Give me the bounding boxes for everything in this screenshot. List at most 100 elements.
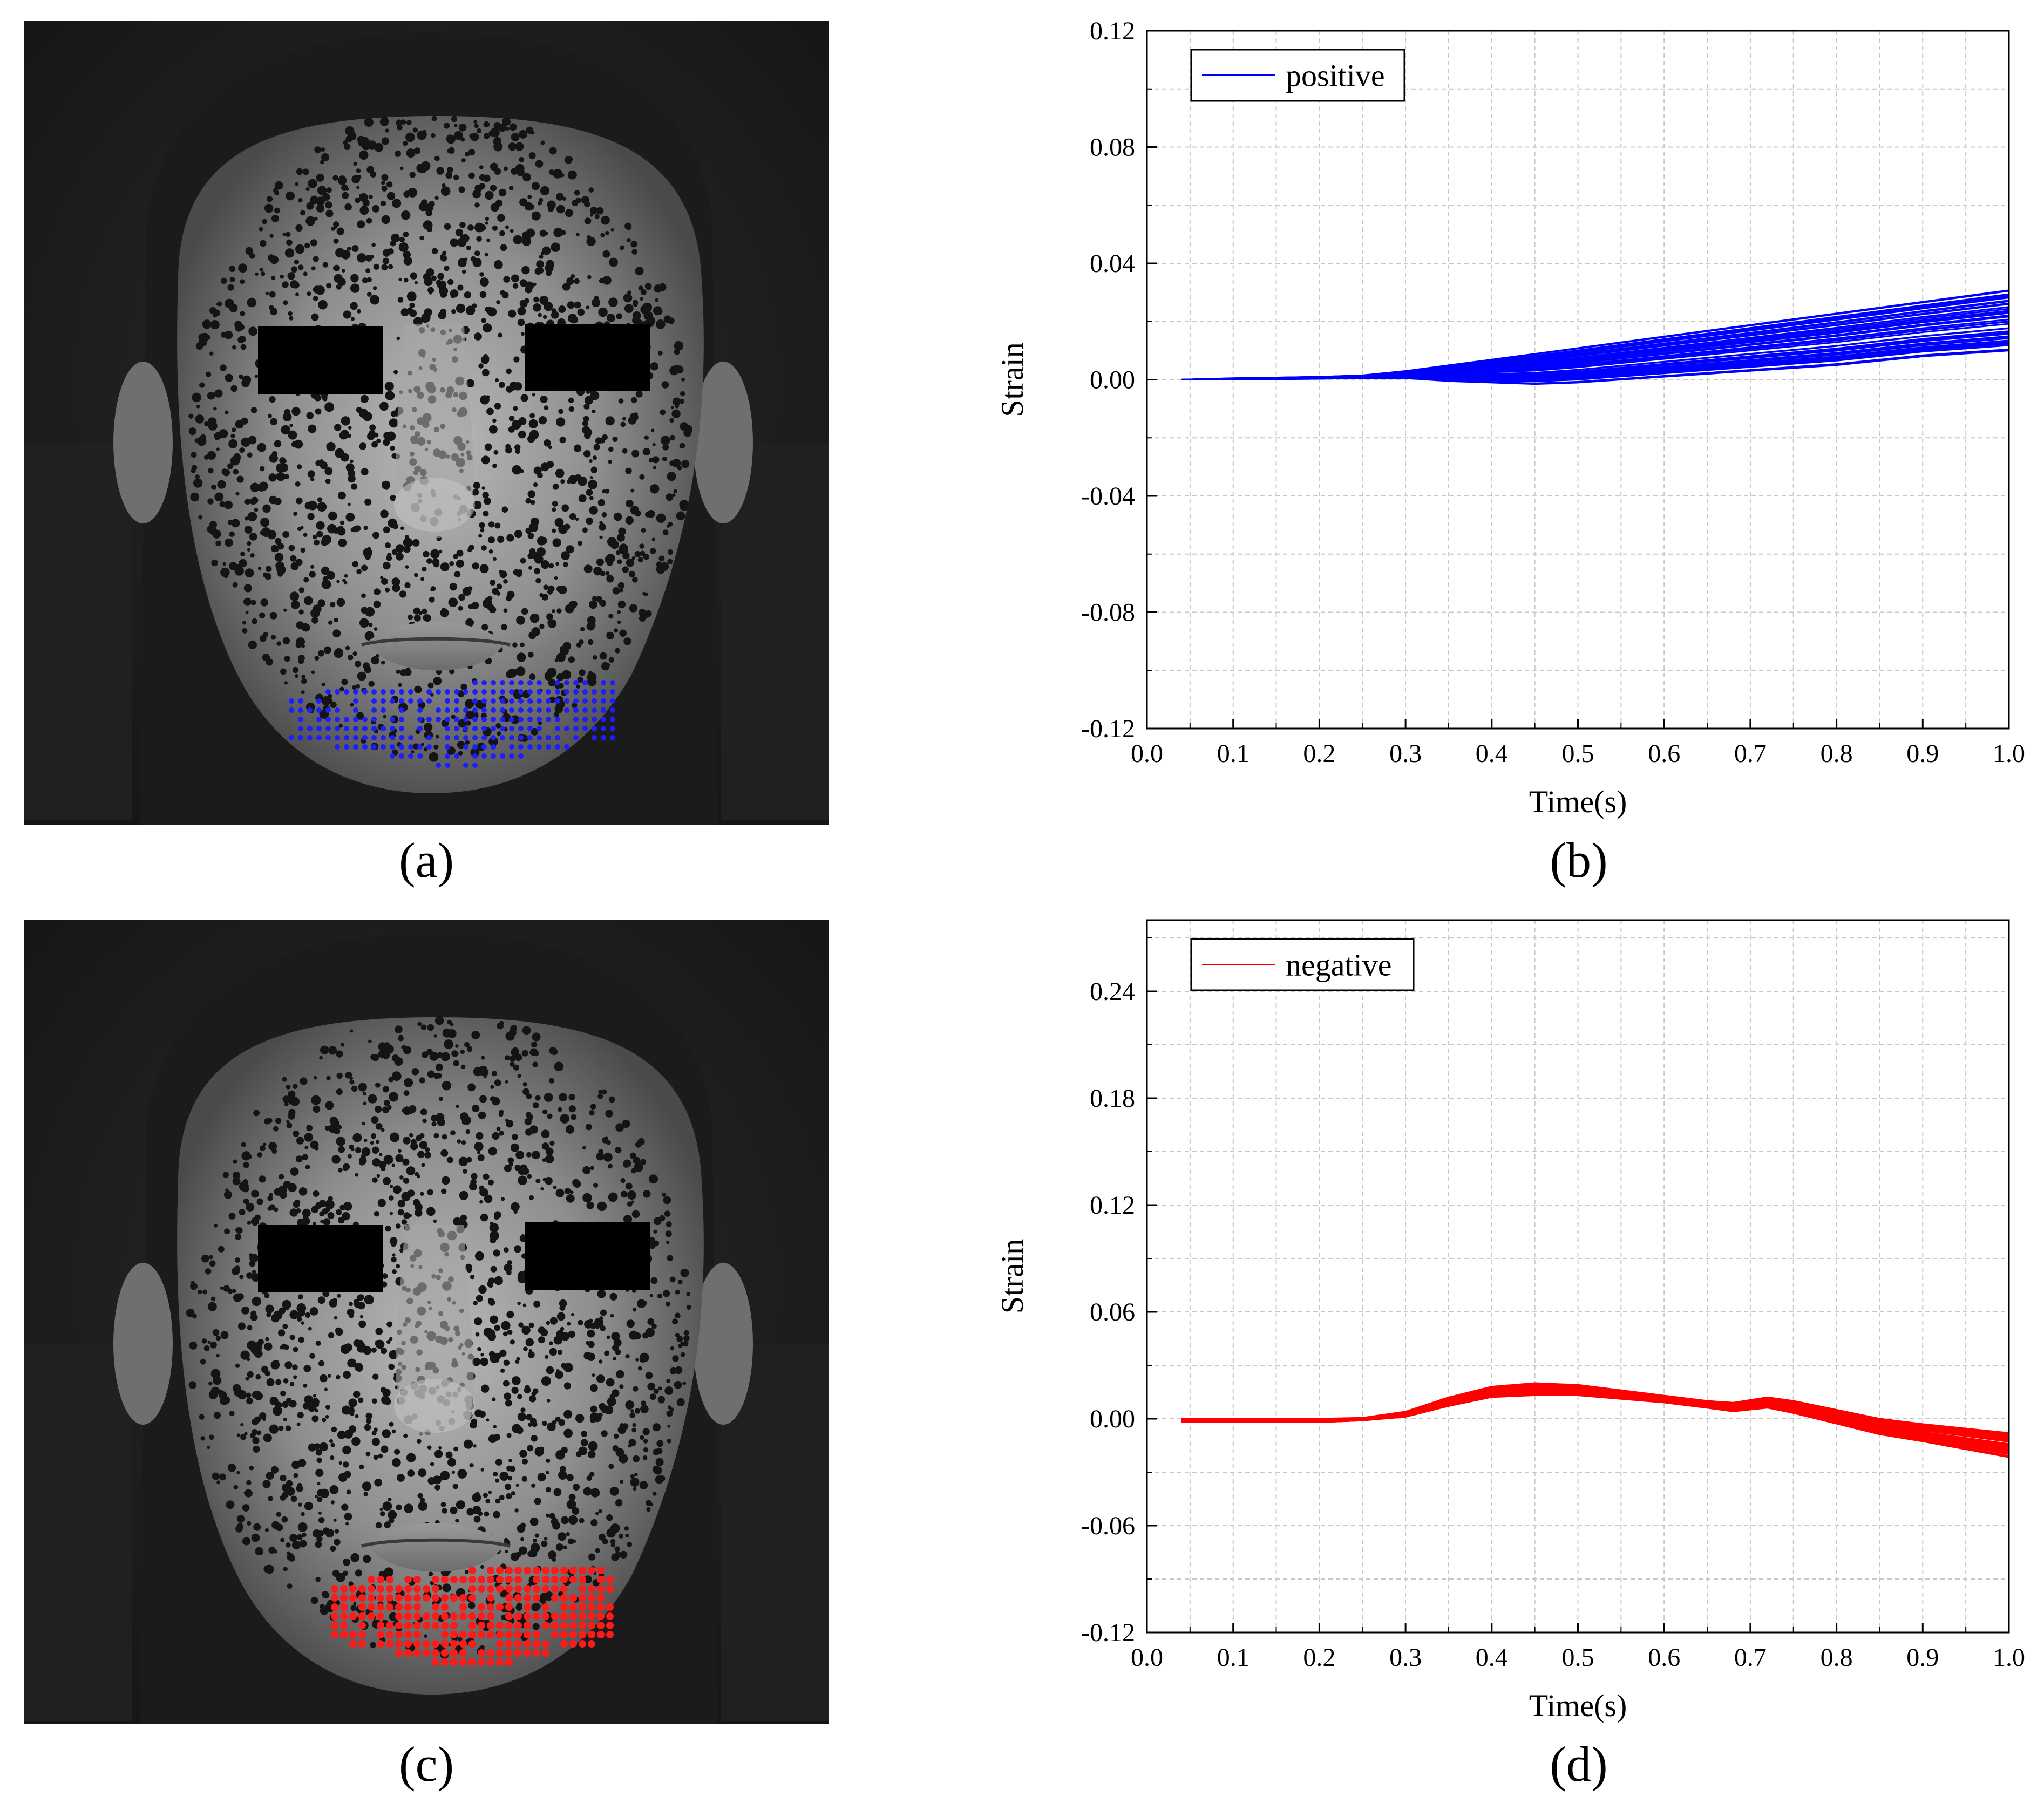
speckle-dot [338,539,347,547]
speckle-dot [368,622,373,627]
speckle-dot [190,492,200,502]
marker-point [597,1612,605,1620]
speckle-dot [633,1455,640,1462]
speckle-dot [359,443,366,450]
speckle-dot [280,1390,286,1397]
speckle-dot [257,443,267,452]
speckle-dot [368,1039,372,1043]
speckle-dot [586,305,590,310]
speckle-dot [553,1185,557,1189]
marker-point [353,717,358,722]
speckle-dot [566,545,574,554]
marker-point [445,735,450,740]
speckle-dot [488,1434,497,1444]
speckle-dot [282,637,290,645]
speckle-dot [296,1534,303,1540]
speckle-dot [587,639,594,645]
speckle-dot [609,316,615,322]
marker-point [500,717,505,722]
speckle-dot [357,220,365,229]
speckle-dot [633,1386,639,1392]
marker-point [496,1622,504,1629]
speckle-dot [473,501,482,509]
speckle-dot [307,291,311,296]
marker-point [432,1622,439,1629]
speckle-dot [597,1093,603,1099]
speckle-dot [297,527,302,532]
speckle-dot [663,1196,671,1205]
speckle-dot [305,216,315,226]
speckle-dot [330,1442,335,1447]
speckle-dot [450,238,459,247]
marker-point [588,1612,595,1620]
speckle-dot [370,1141,374,1145]
speckle-dot [548,678,556,686]
speckle-dot [680,1268,689,1277]
speckle-dot [255,1547,264,1556]
speckle-dot [345,645,350,650]
speckle-dot [275,1379,282,1385]
series-lines [1181,289,2009,385]
speckle-dot [283,1567,288,1571]
speckle-dot [413,147,421,154]
speckle-dot [613,1433,619,1439]
speckle-dot [537,536,546,546]
speckle-dot [210,1369,221,1379]
speckle-dot [219,429,228,438]
speckle-dot [419,1497,425,1503]
marker-point [533,1567,540,1574]
speckle-dot [670,1346,675,1351]
speckle-dot [324,1126,330,1131]
marker-point [582,717,588,722]
speckle-dot [632,1423,636,1427]
speckle-dot [592,298,601,308]
speckle-dot [357,309,361,314]
speckle-dot [617,582,625,589]
speckle-dot [360,1154,366,1160]
marker-point [487,1649,494,1657]
marker-point [588,1567,595,1574]
speckle-dot [298,198,303,203]
marker-point [542,1640,549,1648]
speckle-dot [471,1173,478,1180]
speckle-dot [580,1439,588,1447]
speckle-dot [642,447,650,456]
speckle-dot [568,1515,578,1525]
speckle-dot [672,397,681,406]
speckle-dot [630,488,635,493]
speckle-dot [410,272,417,280]
speckle-dot [306,412,314,419]
speckle-dot [352,561,359,568]
speckle-dot [358,194,364,199]
speckle-dot [381,181,385,185]
speckle-dot [510,1061,515,1067]
speckle-dot [398,277,402,282]
speckle-dot [442,607,446,612]
speckle-dot [410,1142,418,1151]
speckle-dot [607,1397,616,1406]
speckle-dot [584,396,594,405]
speckle-dot [531,1603,540,1611]
speckle-dot [442,183,446,188]
speckle-dot [385,1225,391,1232]
speckle-dot [532,1032,541,1042]
speckle-dot [269,396,276,403]
speckle-dot [597,1201,607,1212]
speckle-dot [396,119,403,126]
speckle-dot [612,587,620,595]
speckle-dot [382,249,391,257]
marker-point [432,1585,439,1593]
speckle-dot [520,1522,526,1528]
speckle-dot [552,1557,556,1562]
speckle-dot [493,450,499,455]
speckle-dot [532,1388,539,1394]
speckle-dot [625,1182,633,1190]
speckle-dot [247,1325,253,1331]
speckle-dot [649,1294,653,1297]
speckle-dot [451,1470,456,1474]
marker-point [509,717,514,722]
speckle-dot [352,1133,362,1142]
speckle-dot [622,417,627,421]
speckle-dot [315,1577,321,1582]
speckle-dot [676,1336,683,1343]
